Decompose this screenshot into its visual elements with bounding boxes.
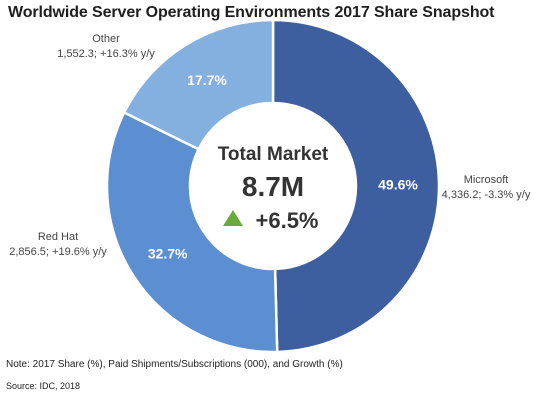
chart-source: Source: IDC, 2018 xyxy=(6,381,81,391)
category-name-label: Other xyxy=(92,33,120,45)
category-detail-label: 4,336.2; -3.3% y/y xyxy=(442,189,531,201)
slice-microsoft xyxy=(271,18,441,354)
slice-percent-label: 49.6% xyxy=(378,176,418,192)
category-name-label: Red Hat xyxy=(38,231,78,243)
chart-note: Note: 2017 Share (%), Paid Shipments/Sub… xyxy=(6,359,343,370)
slice-percent-label: 32.7% xyxy=(148,245,188,261)
growth-up-arrow-icon xyxy=(223,210,243,226)
slice-percent-label: 17.7% xyxy=(187,72,227,88)
center-total-value: 8.7M xyxy=(242,171,304,202)
category-detail-label: 1,552.3; +16.3% y/y xyxy=(57,48,155,60)
center-title: Total Market xyxy=(218,144,329,165)
donut-center xyxy=(190,103,356,269)
chart-title: Worldwide Server Operating Environments … xyxy=(8,4,495,21)
category-name-label: Microsoft xyxy=(464,174,509,186)
category-detail-label: 2,856.5; +19.6% y/y xyxy=(9,246,107,258)
center-growth-value: +6.5% xyxy=(256,208,319,233)
